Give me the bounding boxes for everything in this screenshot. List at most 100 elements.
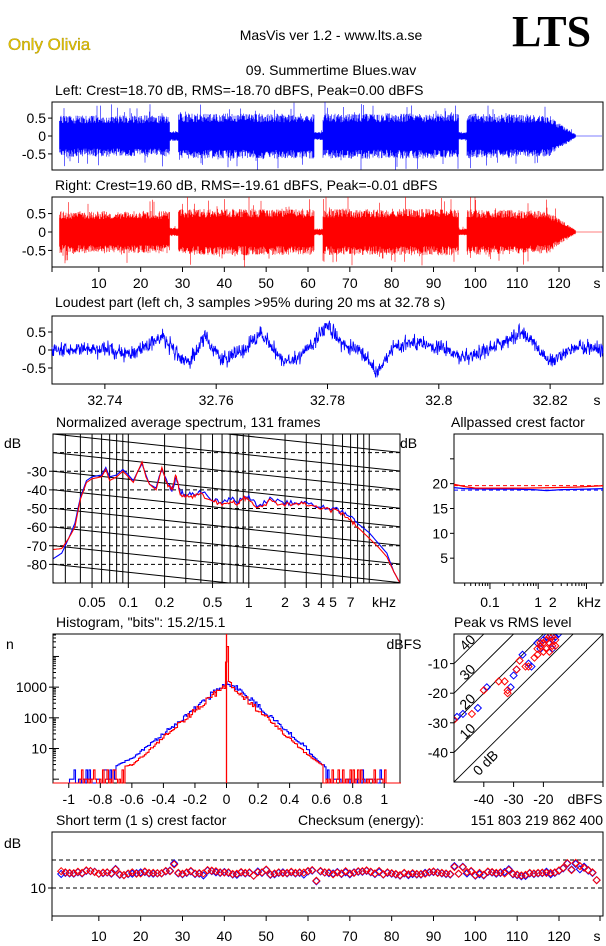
left-waveform-ytick-label: 0: [38, 128, 46, 144]
crest-right-point: [220, 868, 229, 877]
peak-rms-right-point: [454, 715, 459, 725]
crest-right-point: [533, 868, 543, 878]
crest-right-point: [575, 861, 585, 871]
crest-left-point: [169, 859, 179, 868]
lts-logo: LTS: [512, 7, 591, 56]
crest-right-point: [592, 875, 601, 885]
crest-right-point: [128, 868, 137, 877]
spectrum-xtick-label: 1: [245, 594, 253, 610]
allpassed-ytick-label: 20: [432, 476, 448, 492]
peak-rms-right-point: [536, 638, 545, 648]
crest-left-point: [592, 875, 601, 885]
peak-rms-left-point: [473, 703, 483, 713]
spectrum-right-line: [53, 460, 400, 583]
loudest-part-xtick-label: 32.76: [199, 392, 234, 408]
crest-line-label: 0 dB: [470, 747, 502, 779]
spectrum-xtick-label: 7: [347, 594, 355, 610]
peak-rms-plot-area: [454, 634, 603, 782]
crest-right-point: [94, 869, 104, 878]
crest-right-point: [328, 870, 338, 879]
peak-rms-right-point: [479, 686, 489, 695]
crest-right-point: [182, 868, 191, 877]
time-axis-xtick-label: 20: [133, 275, 149, 291]
peak-rms-left-point: [458, 709, 468, 719]
histogram-ytick-label: 100: [24, 710, 48, 726]
time-axis-xtick-label: 30: [175, 275, 191, 291]
peak-rms-right-point: [545, 634, 554, 642]
crest-right-point: [245, 868, 254, 877]
peak-rms-left-point: [527, 662, 536, 671]
crest-right-point: [588, 868, 597, 877]
crest-line: [454, 634, 515, 694]
crest-right-point: [345, 869, 355, 878]
crest-time-xtick-label: 60: [300, 928, 316, 944]
loudest-part-unit: s: [594, 392, 601, 408]
allpassed-ytick-label: 5: [440, 550, 448, 566]
spectrum-ytick-label: -80: [27, 556, 47, 572]
peak-rms-right-point: [503, 686, 512, 695]
peak-rms-right-point: [500, 677, 509, 686]
crest-left-point: [454, 869, 463, 878]
peak-rms-right-point: [530, 653, 539, 662]
crest-line-label: 10: [456, 720, 478, 742]
loudest-part-ytick-label: 0.5: [27, 324, 47, 340]
spectrum-xtick-label: 0.2: [155, 594, 175, 610]
crest-ylabel: dB: [4, 835, 21, 851]
crest-right-point: [291, 868, 300, 878]
crest-time-xtick-label: 40: [217, 928, 233, 944]
peak-rms-left-point: [518, 650, 527, 659]
histogram-ylabel: n: [6, 636, 14, 652]
crest-right-point: [358, 866, 367, 876]
crest-right-point: [571, 858, 580, 868]
crest-right-point: [190, 869, 200, 878]
time-axis-xtick-label: 80: [384, 275, 400, 291]
histogram-ytick-label: 10: [31, 740, 47, 756]
crest-right-point: [132, 869, 141, 878]
peak-rms-xlabel: dBFS: [567, 791, 602, 807]
crest-right-point: [366, 867, 375, 876]
histogram-right-steps: [53, 646, 401, 784]
peak-rms-left-point: [554, 634, 563, 639]
peak-rms-ytick-label: -30: [428, 715, 448, 731]
crest-time-xtick-label: 100: [464, 928, 488, 944]
crest-right-point: [579, 863, 589, 873]
time-axis-xtick-label: 60: [300, 275, 316, 291]
crest-right-point: [278, 868, 288, 878]
peak-rms-xtick-label: -30: [503, 791, 523, 807]
allpassed-left-line: [453, 486, 604, 492]
crest-right-point: [119, 870, 129, 880]
peak-rms-left-point: [509, 671, 518, 680]
allpassed-ylabel: dB: [400, 435, 417, 451]
peak-rms-right-point: [533, 644, 542, 654]
histogram-xtick-label: 0.2: [248, 791, 268, 807]
left-waveform-ytick-label: -0.5: [22, 146, 46, 162]
crest-right-point: [521, 870, 530, 880]
peak-rms-right-point: [512, 665, 521, 674]
crest-left-point: [579, 862, 589, 871]
crest-right-point: [400, 868, 409, 878]
crest-line: [454, 634, 574, 753]
crest-time-xtick-label: 70: [342, 928, 358, 944]
crest-right-point: [529, 869, 539, 878]
time-axis-xtick-label: 70: [342, 275, 358, 291]
crest-time-xtick-label: 90: [426, 928, 442, 944]
time-axis-xtick-label: 110: [506, 275, 529, 291]
peak-rms-right-point: [545, 647, 554, 656]
allpassed-right-line: [453, 483, 604, 489]
crest-right-point: [69, 868, 78, 878]
crest-right-point: [379, 870, 388, 879]
peak-rms-ytick-label: -10: [428, 656, 448, 672]
peak-rms-left-point: [542, 634, 551, 642]
spectrum-slope-line: [53, 545, 400, 583]
histogram-xtick-label: -0.8: [88, 791, 112, 807]
crest-right-point: [241, 868, 250, 878]
spectrum-left-line: [53, 462, 400, 583]
crest-right-point: [546, 868, 555, 878]
spectrum-slope-line: [53, 470, 400, 509]
crest-time-xtick-label: 80: [384, 928, 400, 944]
loudest-part-xtick-label: 32.82: [533, 392, 568, 408]
crest-right-point: [186, 866, 196, 876]
time-axis-xtick-label: 40: [217, 275, 233, 291]
crest-left-point: [504, 865, 514, 874]
